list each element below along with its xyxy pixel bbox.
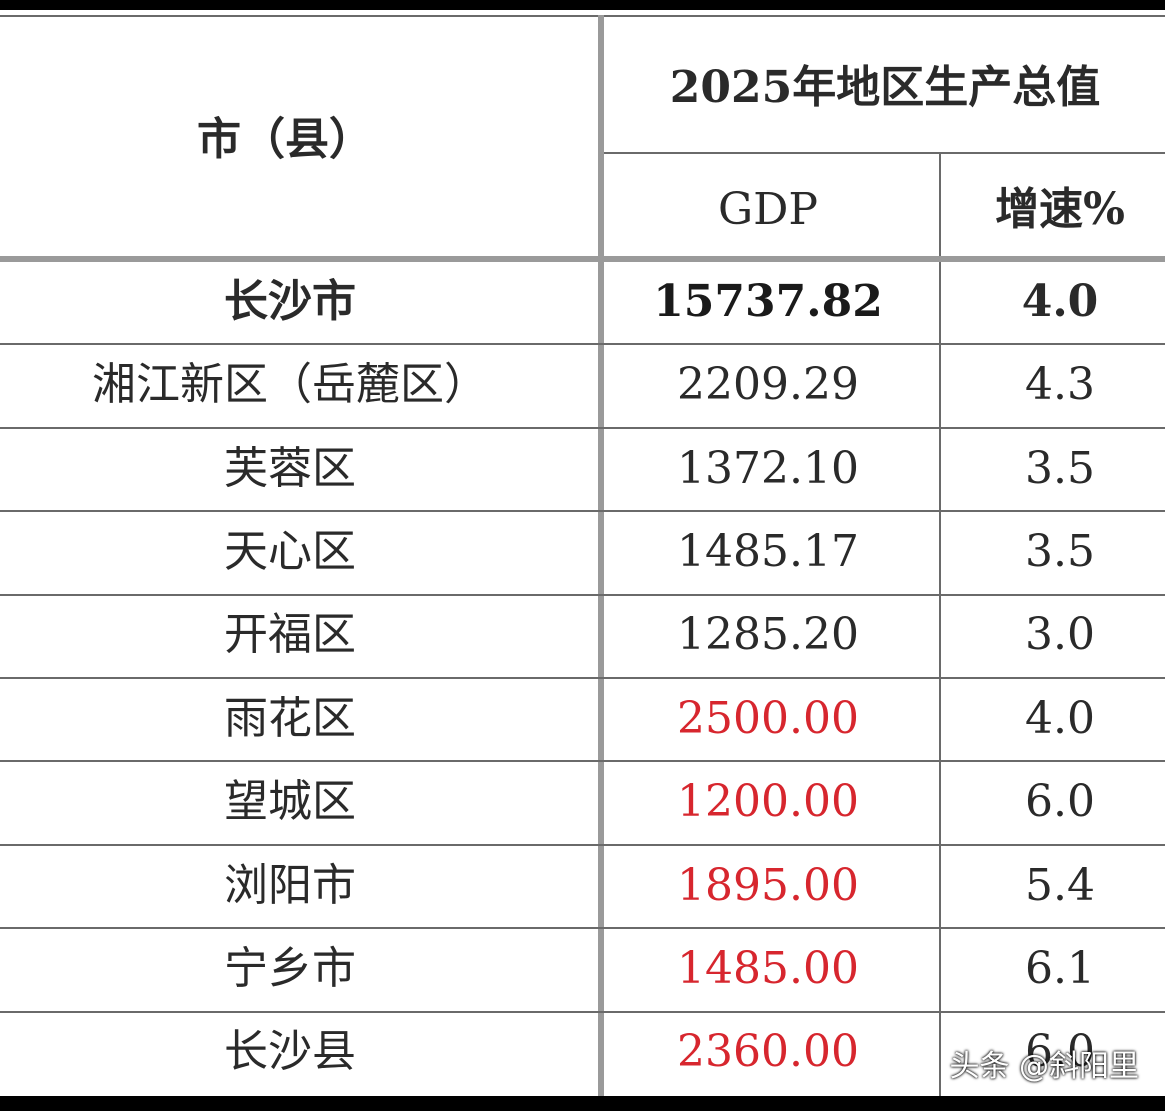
gdp-value: 1200.00 (677, 776, 859, 828)
gdp-value: 1372.10 (677, 442, 859, 494)
growth-value: 3.5 (1025, 525, 1095, 577)
row-rule (0, 760, 1165, 763)
region-name: 开福区 (224, 609, 356, 661)
watermark: 头条 @斜阳里 (949, 1049, 1139, 1084)
growth-value: 4.3 (1025, 359, 1095, 411)
gdp-value: 1285.20 (677, 609, 859, 661)
header-group: 2025年地区生产总值 (669, 62, 1101, 113)
row-rule (0, 1010, 1165, 1013)
region-name: 芙蓉区 (224, 442, 356, 494)
gdp-value: 2500.00 (677, 692, 859, 744)
region-name: 浏阳市 (224, 859, 356, 911)
region-name: 长沙县 (224, 1026, 356, 1078)
region-name: 望城区 (224, 776, 356, 828)
row-rule (0, 510, 1165, 513)
growth-value: 6.1 (1025, 942, 1095, 994)
region-name: 天心区 (224, 525, 356, 577)
rule (604, 152, 1165, 154)
growth-value: 5.4 (1025, 859, 1095, 911)
header-rule (0, 256, 1165, 262)
top-border (0, 0, 1165, 10)
row-rule (0, 593, 1165, 596)
row-rule (0, 677, 1165, 679)
rule (0, 15, 1165, 17)
gdp-value: 15737.82 (653, 275, 883, 327)
growth-value: 3.0 (1025, 609, 1095, 661)
growth-value: 3.5 (1025, 442, 1095, 494)
growth-value: 6.0 (1025, 776, 1095, 828)
growth-value: 4.0 (1021, 275, 1099, 327)
gdp-value: 1485.00 (677, 942, 859, 994)
header-region: 市（县） (197, 114, 373, 165)
gdp-value: 1895.00 (677, 859, 859, 911)
region-name: 湘江新区（岳麓区） (92, 359, 488, 411)
growth-value: 6.0 (1025, 1026, 1095, 1078)
gdp-value: 1485.17 (677, 525, 859, 577)
column-divider (598, 15, 604, 1096)
column-divider (939, 152, 941, 1096)
region-name: 宁乡市 (224, 942, 356, 994)
bottom-border (0, 1096, 1165, 1111)
gdp-value: 2209.29 (677, 359, 859, 411)
header-growth: 增速% (995, 184, 1125, 235)
header-gdp: GDP (717, 184, 819, 235)
row-rule (0, 426, 1165, 429)
growth-value: 4.0 (1025, 692, 1095, 744)
gdp-value: 2360.00 (677, 1026, 859, 1078)
row-rule (0, 927, 1165, 930)
row-rule (0, 343, 1165, 346)
region-name: 雨花区 (224, 692, 356, 744)
row-rule (0, 843, 1165, 846)
region-name: 长沙市 (224, 275, 356, 327)
